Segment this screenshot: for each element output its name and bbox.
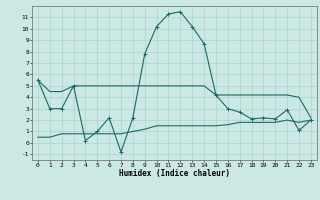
X-axis label: Humidex (Indice chaleur): Humidex (Indice chaleur) <box>119 169 230 178</box>
